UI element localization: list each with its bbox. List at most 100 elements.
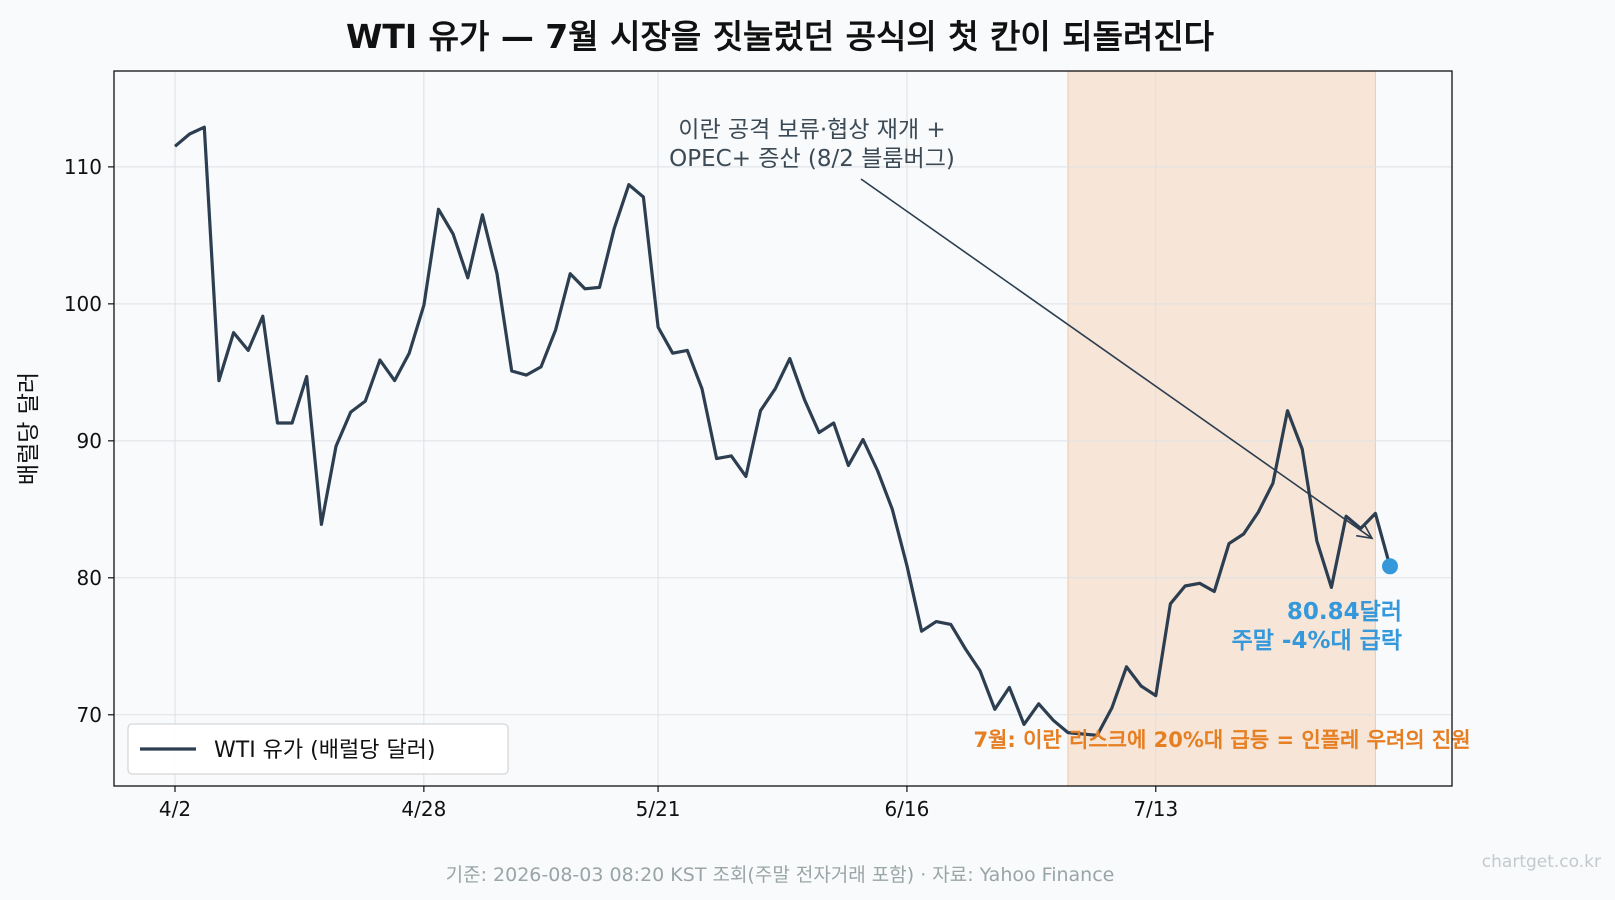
data-point	[496, 272, 499, 275]
data-point	[1169, 602, 1172, 605]
data-point	[276, 422, 279, 425]
data-point	[291, 422, 294, 425]
y-axis-label: 배럴당 달러	[16, 372, 42, 485]
last-point-marker	[1382, 558, 1398, 575]
annotation-arrow	[860, 178, 1373, 539]
data-point	[261, 315, 264, 318]
data-point	[627, 183, 630, 186]
data-point	[1110, 707, 1113, 710]
footer-source: 기준: 2026-08-03 08:20 KST 조회(주말 전자거래 포함) …	[445, 864, 1115, 886]
x-tick-label: 6/16	[884, 797, 929, 821]
data-point	[862, 438, 865, 441]
highlight-band	[1067, 70, 1376, 787]
data-point	[788, 357, 791, 360]
data-point	[730, 454, 733, 457]
data-point	[1198, 582, 1201, 585]
data-point	[1052, 719, 1055, 722]
data-point	[481, 213, 484, 216]
data-point	[1154, 694, 1157, 697]
data-point	[964, 648, 967, 651]
annotation-july-band: 7월: 이란 리스크에 20%대 급등 = 인플레 우려의 진원	[973, 728, 1470, 752]
data-point	[701, 387, 704, 390]
data-point	[598, 286, 601, 289]
watermark: chartget.co.kr	[1481, 852, 1601, 872]
data-point	[335, 445, 338, 448]
data-point	[320, 523, 323, 526]
annotation-news-line2: OPEC+ 증산 (8/2 블룸버그)	[669, 146, 955, 172]
data-point	[1125, 665, 1128, 668]
data-point	[1242, 533, 1245, 536]
data-point	[364, 400, 367, 403]
x-tick-label: 5/21	[636, 797, 681, 821]
data-point	[1184, 585, 1187, 588]
wti-price-line	[173, 125, 1392, 737]
data-point	[393, 379, 396, 382]
data-point	[745, 475, 748, 478]
data-point	[1330, 586, 1333, 589]
data-point	[993, 708, 996, 711]
annotation-last-value: 80.84달러	[1287, 599, 1402, 625]
data-point	[891, 508, 894, 511]
data-point	[525, 374, 528, 377]
legend-label: WTI 유가 (배럴당 달러)	[214, 738, 436, 763]
data-point	[1286, 409, 1289, 412]
data-point	[466, 276, 469, 279]
y-tick-label: 100	[64, 292, 102, 316]
data-point	[203, 126, 206, 129]
x-tick-label: 4/28	[401, 797, 446, 821]
data-point	[818, 431, 821, 434]
y-tick-label: 80	[77, 566, 102, 590]
data-point	[349, 411, 352, 414]
data-point	[686, 349, 689, 352]
data-point	[774, 387, 777, 390]
data-point	[437, 208, 440, 211]
data-point	[949, 623, 952, 626]
data-point	[759, 409, 762, 412]
y-tick-label: 70	[77, 703, 102, 727]
data-point	[247, 349, 250, 352]
data-point	[979, 670, 982, 673]
data-point	[218, 379, 221, 382]
y-tick-label: 110	[64, 155, 102, 179]
data-point	[188, 133, 191, 136]
data-point	[422, 304, 425, 307]
x-tick-label: 4/2	[159, 797, 191, 821]
data-point	[510, 370, 513, 373]
chart-title: WTI 유가 — 7월 시장을 짓눌렀던 공식의 첫 칸이 되돌려진다	[345, 17, 1215, 56]
data-point	[1315, 539, 1318, 542]
data-point	[408, 352, 411, 355]
data-point	[554, 328, 557, 331]
data-point	[906, 564, 909, 567]
data-point	[569, 272, 572, 275]
data-point	[715, 457, 718, 460]
data-point	[613, 227, 616, 230]
data-point	[1140, 685, 1143, 688]
x-tick-label: 7/13	[1133, 797, 1178, 821]
data-point	[1213, 590, 1216, 593]
data-point	[1345, 515, 1348, 518]
annotation-weekend-drop: 주말 -4%대 급락	[1232, 628, 1402, 654]
data-point	[1037, 702, 1040, 705]
data-point	[174, 145, 177, 148]
data-point	[583, 287, 586, 290]
data-point	[847, 464, 850, 467]
data-point	[1301, 448, 1304, 451]
data-point	[803, 398, 806, 401]
data-point	[540, 365, 543, 368]
data-point	[305, 375, 308, 378]
data-point	[671, 352, 674, 355]
data-point	[232, 331, 235, 334]
data-point	[1374, 512, 1377, 515]
data-point	[657, 326, 660, 329]
data-point	[379, 359, 382, 362]
data-point	[452, 233, 455, 236]
data-point	[935, 620, 938, 623]
legend-box	[127, 723, 509, 775]
data-point	[1257, 511, 1260, 514]
data-point	[642, 196, 645, 199]
data-point	[1008, 686, 1011, 689]
annotation-arrow-head	[1356, 523, 1374, 540]
y-tick-label: 90	[77, 429, 102, 453]
data-point	[1271, 482, 1274, 485]
